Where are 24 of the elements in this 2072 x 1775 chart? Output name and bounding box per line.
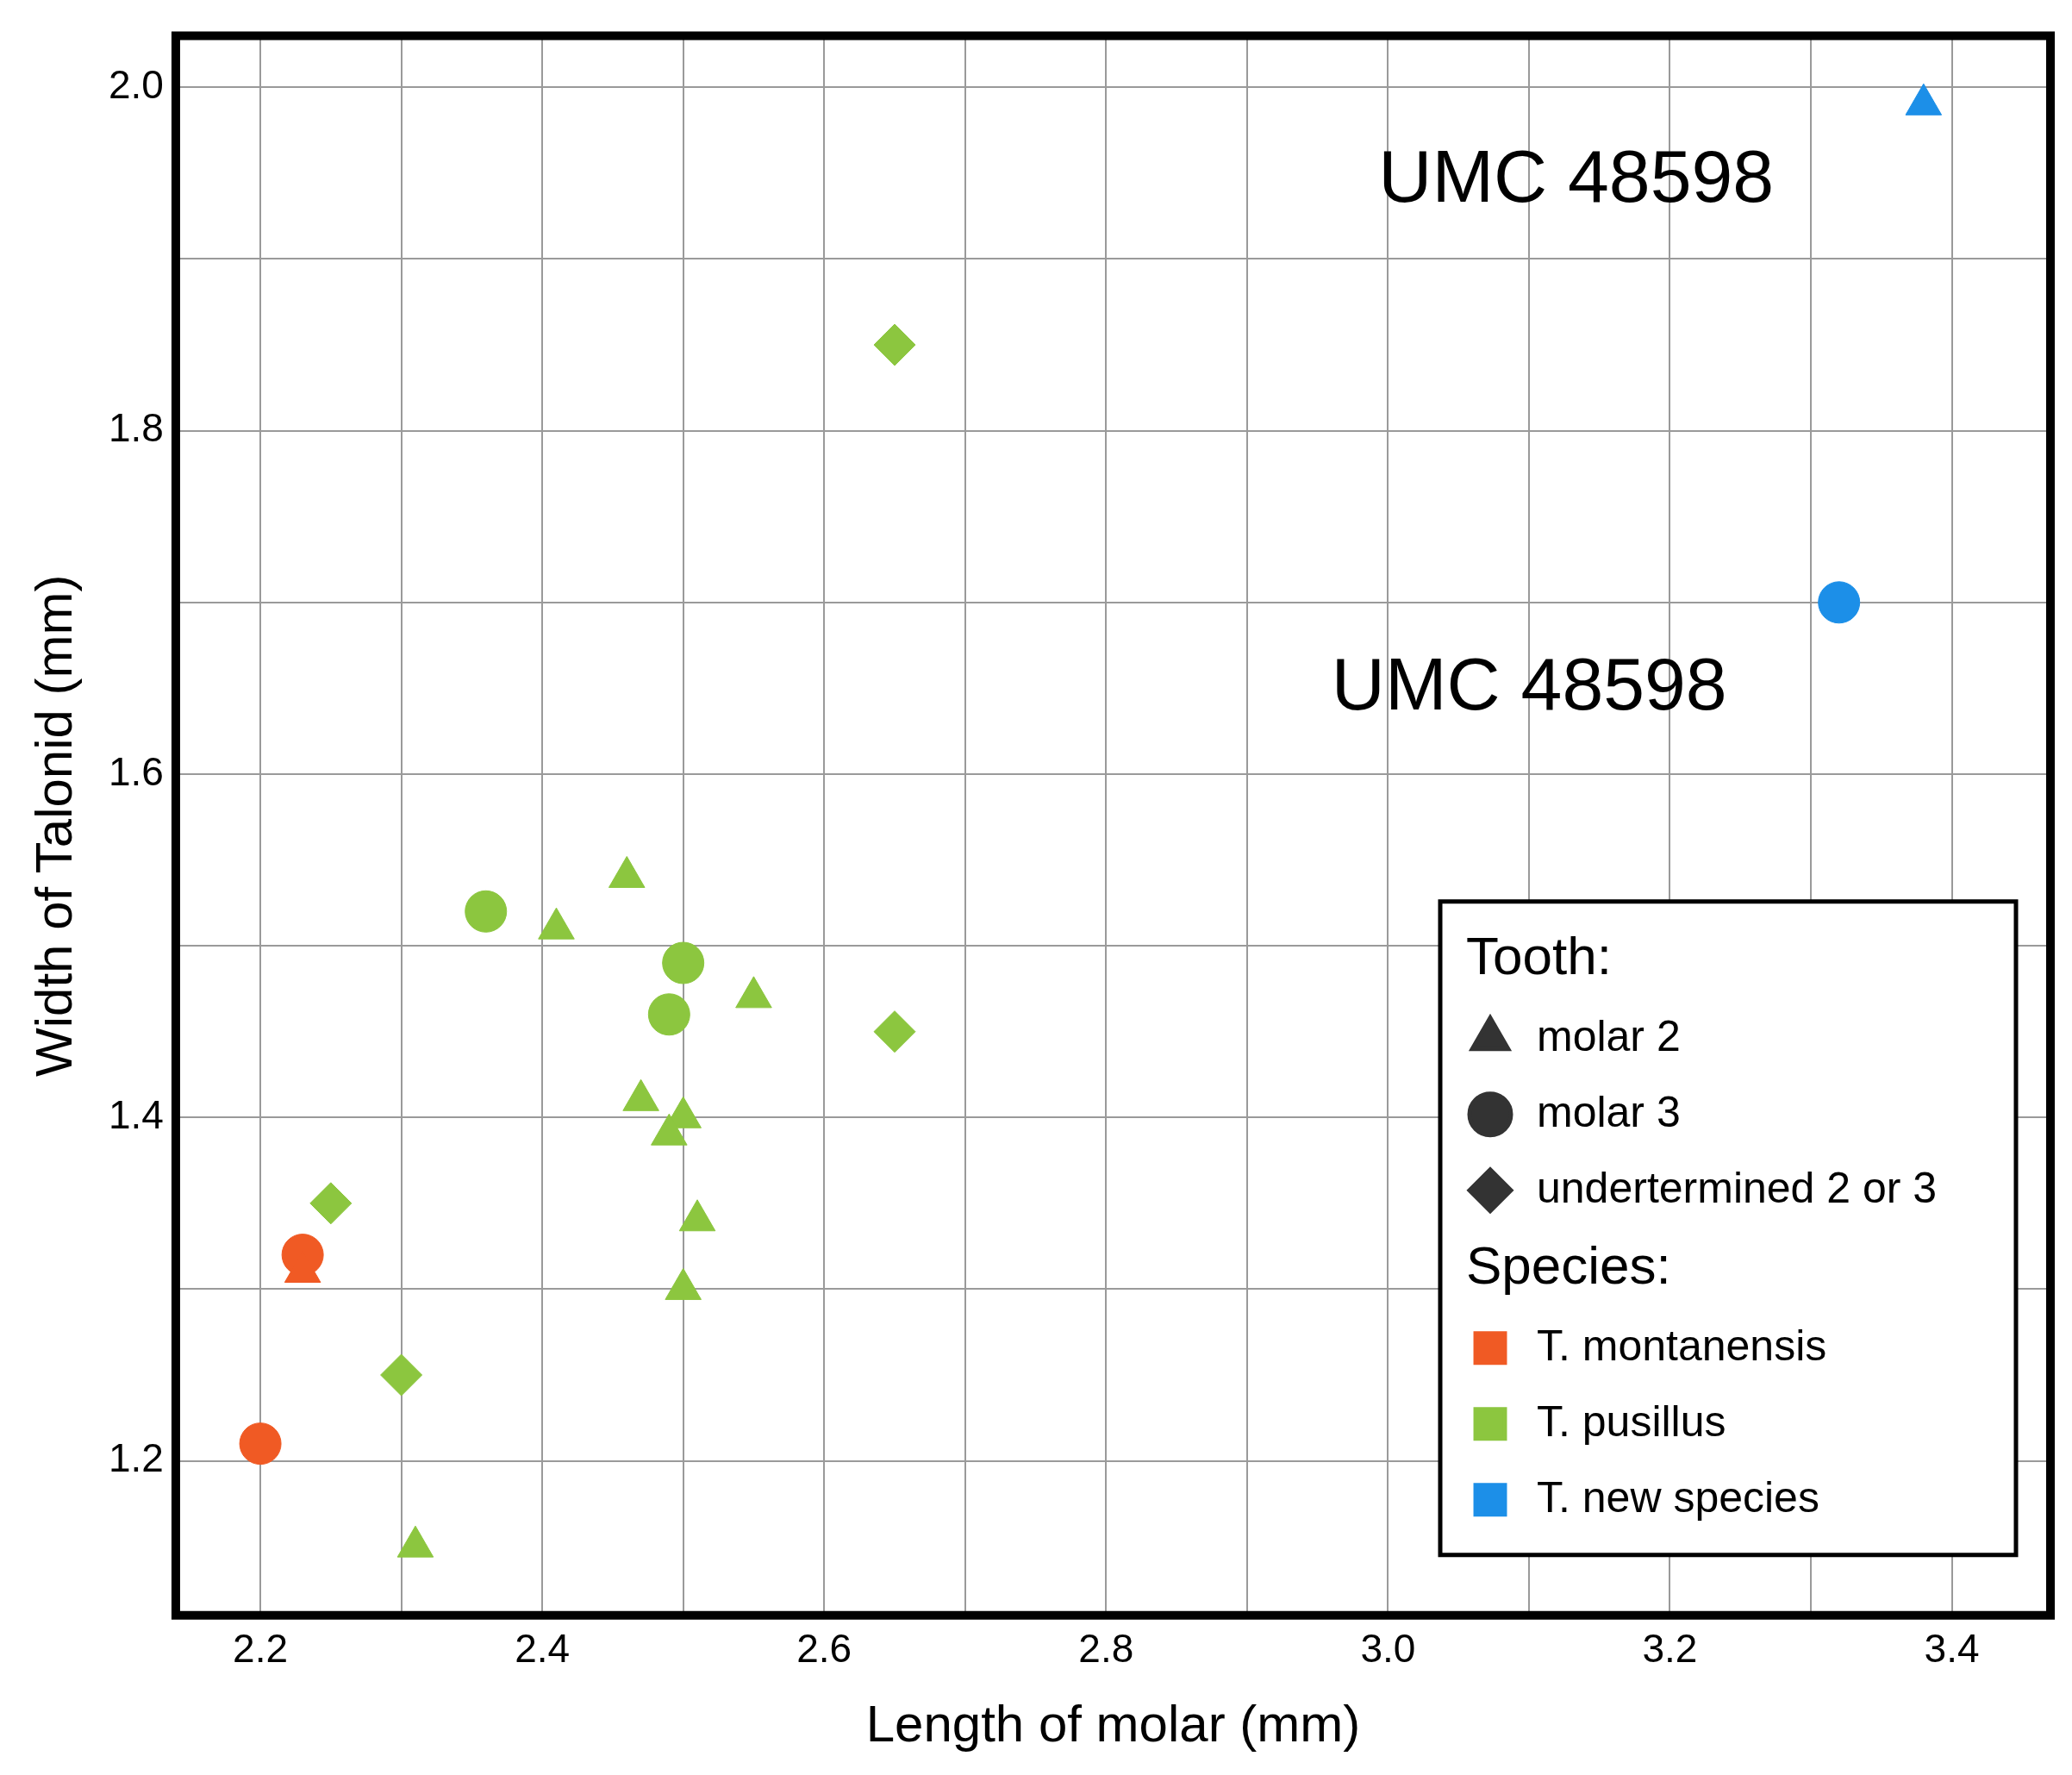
y-axis-title: Width of Talonid (mm) bbox=[24, 574, 83, 1077]
annotation: Species: bbox=[1466, 1235, 1671, 1296]
legend-title: Tooth: bbox=[1466, 926, 1612, 986]
x-tick-label: 3.0 bbox=[1360, 1626, 1416, 1672]
x-tick-label: 3.2 bbox=[1642, 1626, 1698, 1672]
x-tick-label: 2.2 bbox=[233, 1626, 289, 1672]
y-tick-label: 2.0 bbox=[108, 62, 164, 108]
legend-label: molar 2 bbox=[1537, 1011, 1681, 1060]
x-tick-label: 2.6 bbox=[796, 1626, 852, 1672]
y-tick-label: 1.6 bbox=[108, 748, 164, 794]
annotation: UMC 48598 bbox=[1331, 641, 1727, 725]
legend-label: undertermined 2 or 3 bbox=[1537, 1163, 1938, 1212]
y-tick-label: 1.8 bbox=[108, 405, 164, 451]
x-axis-title: Length of molar (mm) bbox=[865, 1694, 1361, 1753]
legend-label: molar 3 bbox=[1537, 1087, 1681, 1136]
legend-label: T. montanensis bbox=[1537, 1321, 1827, 1370]
annotation: UMC 48598 bbox=[1378, 134, 1775, 217]
y-tick-label: 1.4 bbox=[108, 1091, 164, 1137]
y-tick-label: 1.2 bbox=[108, 1435, 164, 1481]
x-tick-label: 2.8 bbox=[1078, 1626, 1134, 1672]
x-tick-label: 3.4 bbox=[1924, 1626, 1980, 1672]
x-tick-label: 2.4 bbox=[515, 1626, 571, 1672]
legend-label: T. pusillus bbox=[1537, 1397, 1726, 1446]
legend-label: T. new species bbox=[1537, 1472, 1819, 1522]
